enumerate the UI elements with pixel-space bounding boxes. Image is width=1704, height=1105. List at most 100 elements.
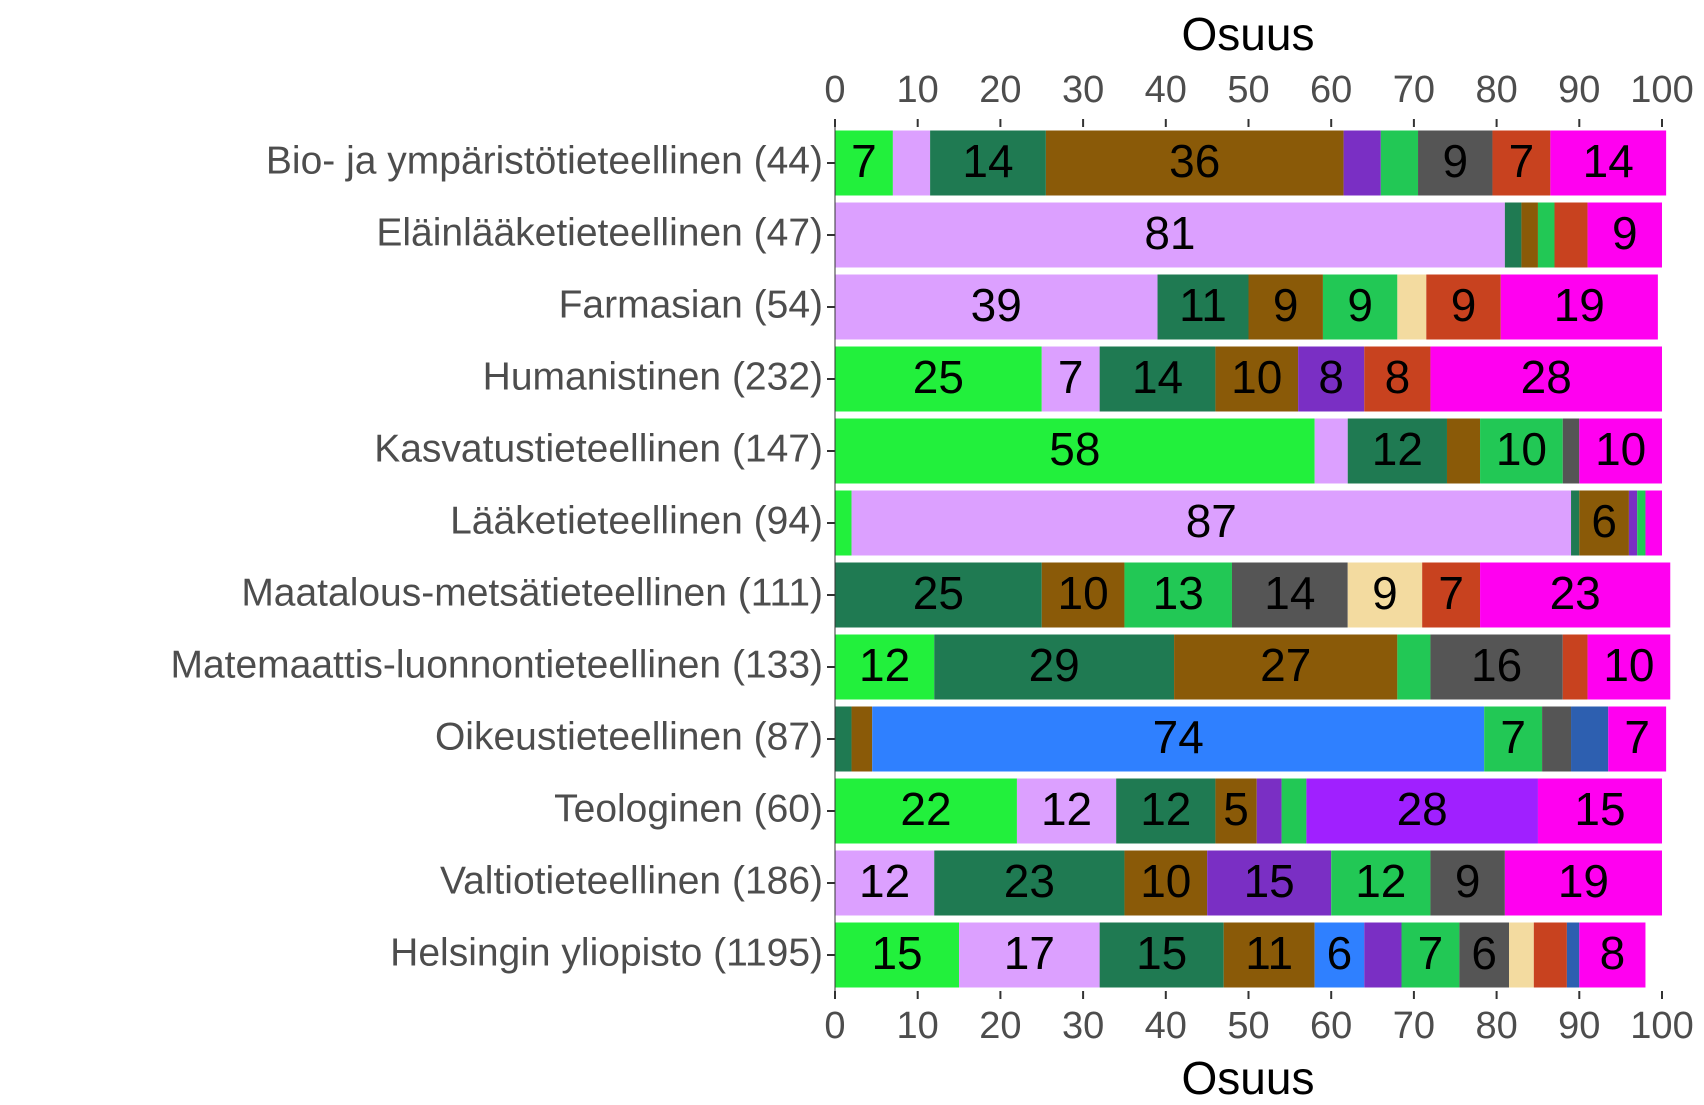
bar-segment xyxy=(1215,778,1257,844)
bar-segment xyxy=(1314,922,1365,988)
y-tick-label: Helsingin yliopisto (1195) xyxy=(390,931,823,974)
data-label: 39 xyxy=(971,279,1022,331)
x-tick-label-top: 60 xyxy=(1310,69,1352,111)
x-tick-label-bottom: 70 xyxy=(1393,1005,1435,1047)
bar-segment xyxy=(1174,634,1398,700)
x-tick-label-bottom: 50 xyxy=(1227,1005,1269,1047)
bar-segment xyxy=(1422,562,1481,628)
data-label: 22 xyxy=(900,783,951,835)
data-label: 16 xyxy=(1471,639,1522,691)
y-tick-label: Bio- ja ympäristötieteellinen (44) xyxy=(266,139,823,182)
data-label: 11 xyxy=(1179,279,1227,331)
x-tick-label-top: 80 xyxy=(1475,69,1517,111)
bar-segment xyxy=(872,706,1485,772)
bar-segment xyxy=(1533,922,1567,988)
data-label: 9 xyxy=(1455,855,1481,907)
bar-segment xyxy=(1492,130,1551,196)
data-label: 19 xyxy=(1558,855,1609,907)
data-label: 58 xyxy=(1049,423,1100,475)
data-label: 28 xyxy=(1397,783,1448,835)
data-label: 12 xyxy=(859,855,910,907)
data-label: 7 xyxy=(1438,567,1464,619)
x-tick-label-bottom: 20 xyxy=(979,1005,1021,1047)
data-label: 10 xyxy=(1496,423,1547,475)
data-label: 74 xyxy=(1153,711,1204,763)
data-label: 5 xyxy=(1223,783,1249,835)
bar-segment xyxy=(1041,562,1125,628)
bar-segment xyxy=(1426,274,1501,340)
y-tick-label: Teologinen (60) xyxy=(554,787,823,830)
data-label: 87 xyxy=(1186,495,1237,547)
y-tick-label: Matemaattis-luonnontieteellinen (133) xyxy=(170,643,823,686)
data-label: 13 xyxy=(1153,567,1204,619)
x-tick-label-top: 40 xyxy=(1145,69,1187,111)
bar-segment xyxy=(1637,490,1646,556)
bar-segment xyxy=(835,274,1158,340)
data-label: 7 xyxy=(1500,711,1526,763)
bar-segment xyxy=(1124,562,1232,628)
bar-segment xyxy=(934,850,1125,916)
bar-segment xyxy=(1231,562,1348,628)
x-tick-label-top: 90 xyxy=(1558,69,1600,111)
bar-segment xyxy=(1397,634,1431,700)
bar-segment xyxy=(1579,490,1629,556)
data-label: 8 xyxy=(1318,351,1344,403)
bar-segment xyxy=(1116,778,1216,844)
bar-segment xyxy=(1587,202,1662,268)
data-label: 9 xyxy=(1347,279,1373,331)
bar-segment xyxy=(1430,634,1563,700)
data-label: 8 xyxy=(1385,351,1411,403)
x-tick-label-top: 0 xyxy=(824,69,845,111)
data-label: 9 xyxy=(1451,279,1477,331)
data-label: 15 xyxy=(1244,855,1295,907)
x-tick-label-top: 20 xyxy=(979,69,1021,111)
bar-segment xyxy=(1397,274,1427,340)
bar-segment xyxy=(1521,202,1538,268)
bar-segment xyxy=(1045,130,1344,196)
bar-segment xyxy=(1562,418,1580,484)
data-label: 6 xyxy=(1591,495,1617,547)
data-label: 23 xyxy=(1550,567,1601,619)
data-label: 36 xyxy=(1169,135,1220,187)
bar-segment xyxy=(1579,922,1646,988)
data-label: 15 xyxy=(1136,927,1187,979)
bar-segment xyxy=(1364,922,1402,988)
bar-segment xyxy=(835,346,1042,412)
x-tick-label-top: 100 xyxy=(1630,69,1693,111)
bar-segment xyxy=(1645,490,1662,556)
data-label: 19 xyxy=(1554,279,1605,331)
data-label: 15 xyxy=(1574,783,1625,835)
x-tick-label-bottom: 30 xyxy=(1062,1005,1104,1047)
bar-segment xyxy=(835,202,1505,268)
x-tick-label-bottom: 100 xyxy=(1630,1005,1693,1047)
bar-segment xyxy=(1099,922,1224,988)
data-label: 9 xyxy=(1273,279,1299,331)
bar-segment xyxy=(930,130,1046,196)
y-tick-label: Kasvatustieteellinen (147) xyxy=(374,427,823,470)
bar-segment xyxy=(1480,562,1671,628)
bar-segment xyxy=(851,706,873,772)
bar-segment xyxy=(1364,346,1431,412)
data-label: 6 xyxy=(1471,927,1497,979)
data-label: 14 xyxy=(1132,351,1183,403)
bar-segment xyxy=(1418,130,1493,196)
bar-segment xyxy=(835,634,935,700)
bar-segment xyxy=(1380,130,1419,196)
bar-segment xyxy=(835,922,960,988)
bar-segment xyxy=(1562,634,1588,700)
data-label: 10 xyxy=(1058,567,1109,619)
data-label: 27 xyxy=(1260,639,1311,691)
data-label: 14 xyxy=(962,135,1013,187)
bar-segment xyxy=(1509,922,1534,988)
bar-segment xyxy=(1504,202,1522,268)
x-tick-label-top: 30 xyxy=(1062,69,1104,111)
bar-segment xyxy=(1500,274,1658,340)
data-label: 17 xyxy=(1004,927,1055,979)
x-axis-title-bottom: Osuus xyxy=(1182,1052,1315,1104)
data-label: 28 xyxy=(1521,351,1572,403)
data-label: 25 xyxy=(913,567,964,619)
bar-segment xyxy=(1401,922,1460,988)
bar-segment xyxy=(1608,706,1667,772)
data-label: 7 xyxy=(1058,351,1084,403)
x-tick-label-bottom: 0 xyxy=(824,1005,845,1047)
